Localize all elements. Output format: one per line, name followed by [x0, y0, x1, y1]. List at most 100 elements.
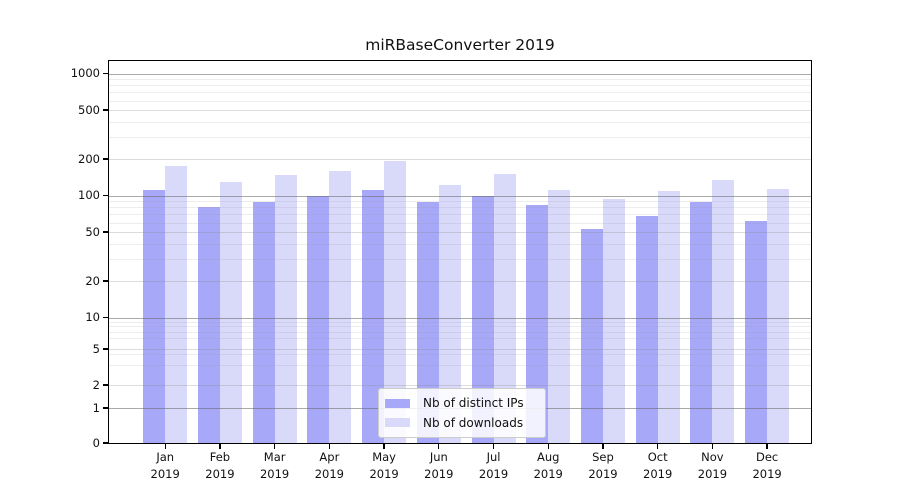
x-tick-year: 2019 [478, 466, 509, 481]
y-tick-label-1: 1 [92, 400, 100, 415]
gridline-minor [108, 222, 812, 224]
bar-downloads-jul [493, 174, 516, 444]
x-tick-label-mar: Mar 2019 [245, 449, 305, 482]
x-tick-month: Jun [429, 450, 448, 464]
gridline-major [108, 195, 812, 197]
x-tick-month: Aug [537, 450, 560, 464]
gridline-minor [108, 137, 812, 139]
bar-downloads-mar [274, 174, 297, 444]
bar-downloads-dec [767, 189, 790, 444]
gridline-minor [108, 92, 812, 94]
bar-distinct-ips-aug [526, 204, 549, 444]
bar-downloads-nov [712, 179, 735, 444]
bar-distinct-ips-feb [197, 207, 220, 444]
bar-distinct-ips-mar [252, 202, 275, 444]
x-tick-label-jan: Jan 2019 [135, 449, 195, 482]
bar-downloads-apr [329, 170, 352, 444]
gridline-minor [108, 326, 812, 328]
y-tick-label-100: 100 [78, 188, 100, 202]
gridline-sub [108, 385, 812, 386]
x-tick-month: Jul [486, 450, 501, 464]
y-tick-mark [103, 194, 108, 197]
gridline-minor [108, 259, 812, 261]
gridline-sub [108, 349, 812, 350]
x-tick-label-apr: Apr 2019 [299, 449, 359, 482]
gridline-minor [108, 364, 812, 366]
x-tick-mark [438, 444, 440, 449]
gridline-minor [108, 337, 812, 339]
y-tick-label-0: 0 [92, 435, 100, 450]
y-tick-label-5: 5 [92, 341, 100, 356]
bar-distinct-ips-jan [143, 190, 166, 444]
y-tick-label-1000: 1000 [70, 66, 100, 80]
x-tick-label-aug: Aug 2019 [518, 449, 578, 482]
gridline-minor [108, 122, 812, 124]
x-tick-year: 2019 [643, 466, 673, 481]
x-tick-year: 2019 [424, 466, 454, 481]
x-tick-month: Jan [156, 450, 175, 464]
y-tick-mark [103, 348, 108, 350]
gridline-major [108, 317, 812, 319]
bar-distinct-ips-dec [745, 220, 768, 444]
y-tick-label-20: 20 [85, 273, 100, 288]
gridline-sub [108, 232, 812, 233]
x-tick-year: 2019 [533, 466, 563, 481]
y-tick-mark [103, 316, 108, 319]
x-tick-year: 2019 [588, 466, 618, 481]
x-tick-mark [273, 444, 276, 449]
bar-downloads-aug [548, 190, 571, 444]
x-tick-mark [383, 444, 385, 449]
bar-downloads-sep [602, 199, 625, 444]
gridline-minor [108, 85, 812, 87]
y-tick-mark [103, 407, 108, 409]
x-tick-year: 2019 [752, 466, 782, 481]
y-tick-label-50: 50 [85, 224, 100, 239]
y-tick-mark [103, 231, 108, 233]
plot-area [108, 60, 812, 444]
x-tick-year: 2019 [369, 466, 399, 481]
gridline-minor [108, 201, 812, 203]
x-tick-month: Apr [319, 450, 340, 464]
x-tick-month: Oct [647, 450, 668, 464]
x-tick-mark [164, 444, 166, 449]
x-tick-year: 2019 [697, 466, 728, 481]
bar-distinct-ips-may [362, 190, 385, 444]
y-tick-label-200: 200 [78, 151, 100, 166]
x-tick-label-jul: Jul 2019 [464, 449, 524, 482]
bar-distinct-ips-jul [471, 195, 494, 444]
x-tick-month: May [372, 450, 396, 464]
x-tick-mark [766, 444, 768, 449]
x-tick-mark [492, 444, 495, 449]
x-tick-mark [547, 444, 549, 449]
gridline-minor [108, 331, 812, 333]
gridline-minor [108, 100, 812, 102]
bar-distinct-ips-sep [580, 229, 603, 444]
x-tick-label-dec: Dec 2019 [737, 449, 797, 482]
x-tick-label-feb: Feb 2019 [190, 449, 250, 482]
y-tick-mark [103, 158, 108, 160]
x-tick-label-jun: Jun 2019 [409, 449, 469, 482]
x-tick-year: 2019 [150, 466, 180, 481]
gridline-minor [108, 321, 812, 323]
legend-label-distinct-ips: Nb of distinct IPs [423, 396, 524, 411]
x-tick-mark [657, 444, 659, 449]
y-tick-label-10: 10 [85, 310, 100, 324]
gridline-minor [108, 79, 812, 81]
x-tick-mark [711, 444, 714, 449]
y-tick-label-2: 2 [92, 377, 100, 392]
y-tick-mark [103, 280, 108, 282]
bar-downloads-jun [438, 184, 461, 444]
bar-distinct-ips-apr [307, 195, 330, 444]
gridline-major [108, 73, 812, 75]
x-tick-mark [219, 444, 221, 449]
x-tick-mark [328, 444, 330, 449]
x-tick-year: 2019 [205, 466, 235, 481]
chart-title: miRBaseConverter 2019 [365, 36, 555, 54]
bar-distinct-ips-jun [416, 202, 439, 444]
x-tick-month: Dec [755, 450, 779, 464]
gridline-minor [108, 214, 812, 216]
x-tick-label-may: May 2019 [354, 449, 414, 482]
gridline-minor [108, 244, 812, 246]
y-tick-mark [103, 384, 108, 386]
